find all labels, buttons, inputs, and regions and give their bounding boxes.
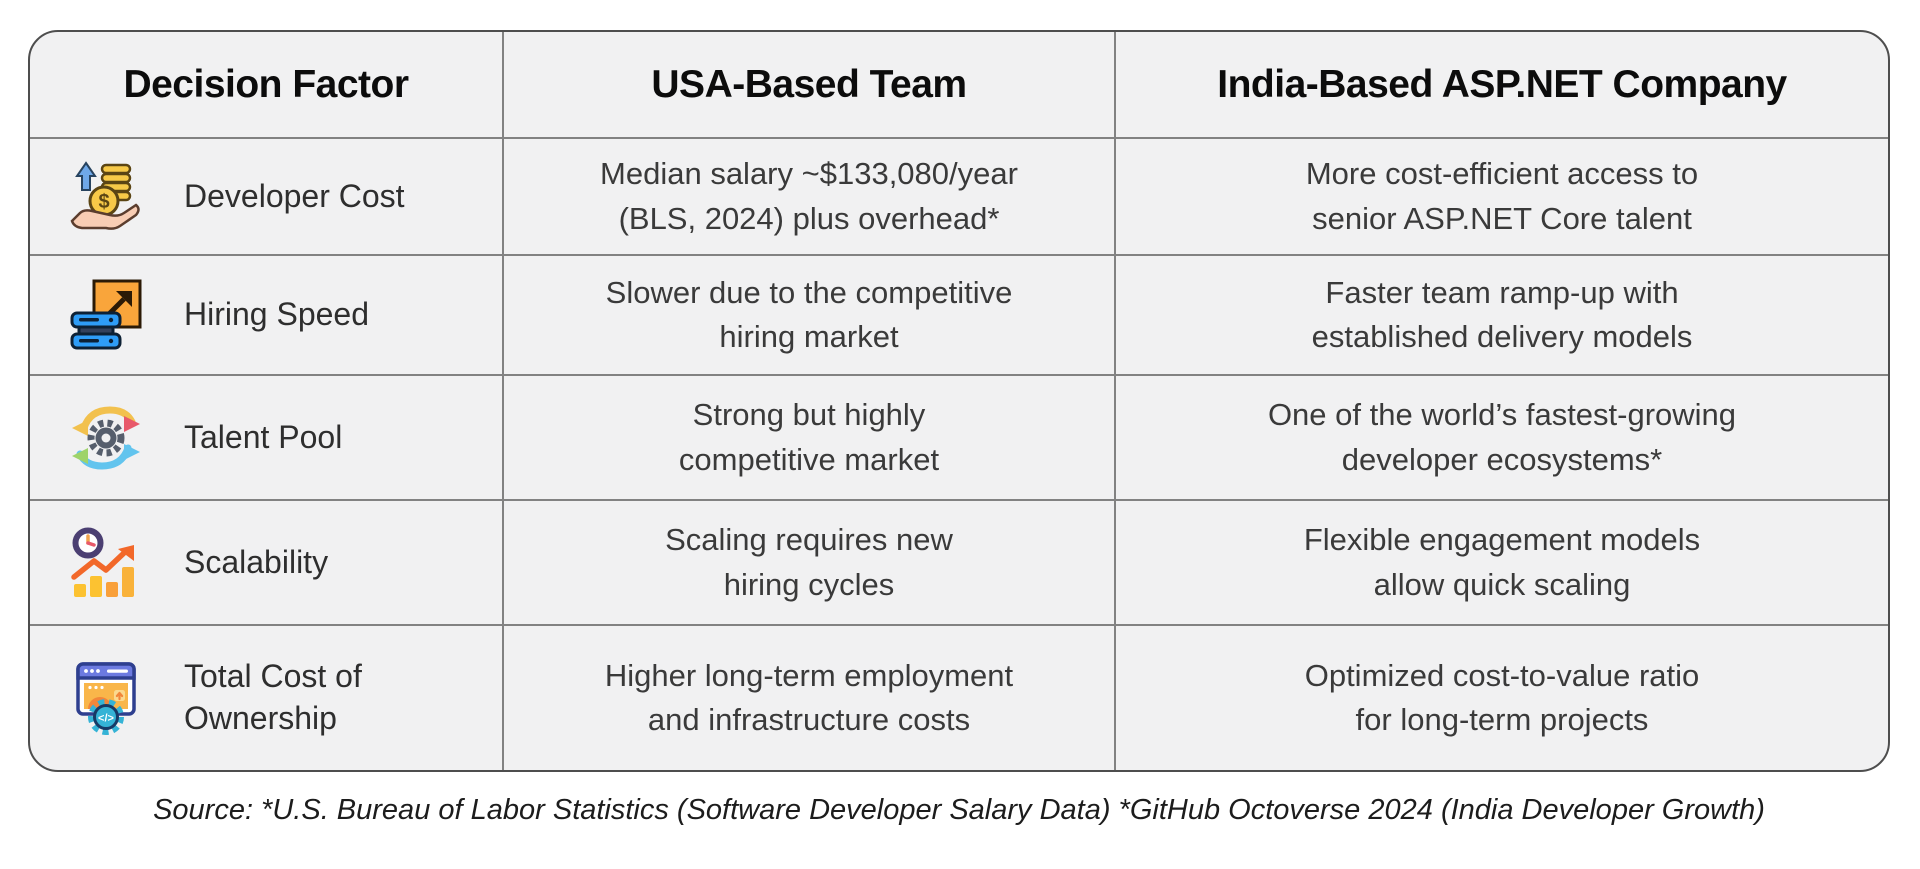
cell-text: Optimized cost-to-value ratio for long-t…	[1304, 657, 1700, 737]
cell-text: More cost-efficient access to senior ASP…	[1305, 156, 1699, 236]
cell-text: Flexible engagement models allow quick s…	[1303, 522, 1701, 602]
usa-cell: Slower due to the competitive hiring mar…	[502, 254, 1114, 374]
factor-cell: Scalability	[30, 499, 502, 624]
cell-text: Faster team ramp-up with established del…	[1311, 274, 1693, 354]
factor-label: Scalability	[184, 543, 329, 580]
column-header: Decision Factor	[123, 62, 409, 106]
factor-cell: </> Total Cost of Ownership	[30, 624, 502, 770]
header-cell-decision-factor: Decision Factor	[30, 32, 502, 137]
servers-expand-icon	[64, 273, 148, 357]
column-header: USA-Based Team	[651, 62, 967, 106]
svg-text:$: $	[98, 191, 109, 213]
header-cell-india-company: India-Based ASP.NET Company	[1114, 32, 1888, 137]
factor-cell: Talent Pool	[30, 374, 502, 499]
hand-coins-growth-icon: $	[64, 155, 148, 239]
factor-cell: $ Developer Cost	[30, 137, 502, 254]
factor-label: Total Cost of Ownership	[184, 658, 362, 736]
india-cell: Faster team ramp-up with established del…	[1114, 254, 1888, 374]
usa-cell: Scaling requires new hiring cycles	[502, 499, 1114, 624]
factor-label: Developer Cost	[184, 177, 405, 214]
cell-text: Slower due to the competitive hiring mar…	[605, 274, 1013, 354]
cell-text: One of the world’s fastest-growing devel…	[1267, 397, 1737, 477]
cell-text: Scaling requires new hiring cycles	[665, 522, 953, 602]
factor-cell: Hiring Speed	[30, 254, 502, 374]
cell-text: Higher long-term employment and infrastr…	[604, 657, 1014, 737]
agile-gear-cycle-icon	[64, 396, 148, 480]
growth-chart-clock-icon	[64, 521, 148, 605]
cell-text: Median salary ~$133,080/year (BLS, 2024)…	[600, 156, 1018, 236]
factor-label: Talent Pool	[184, 418, 343, 455]
usa-cell: Higher long-term employment and infrastr…	[502, 624, 1114, 770]
factor-label: Hiring Speed	[184, 296, 369, 333]
india-cell: Flexible engagement models allow quick s…	[1114, 499, 1888, 624]
svg-text:</>: </>	[98, 713, 114, 725]
india-cell: More cost-efficient access to senior ASP…	[1114, 137, 1888, 254]
usa-cell: Strong but highly competitive market	[502, 374, 1114, 499]
india-cell: Optimized cost-to-value ratio for long-t…	[1114, 624, 1888, 770]
source-note: Source: *U.S. Bureau of Labor Statistics…	[153, 794, 1765, 826]
cell-text: Strong but highly competitive market	[678, 397, 940, 477]
header-cell-usa-team: USA-Based Team	[502, 32, 1114, 137]
column-header: India-Based ASP.NET Company	[1217, 62, 1787, 106]
usa-cell: Median salary ~$133,080/year (BLS, 2024)…	[502, 137, 1114, 254]
comparison-table: Decision Factor USA-Based Team India-Bas…	[28, 30, 1890, 772]
india-cell: One of the world’s fastest-growing devel…	[1114, 374, 1888, 499]
browser-code-gear-icon: </>	[64, 656, 148, 740]
